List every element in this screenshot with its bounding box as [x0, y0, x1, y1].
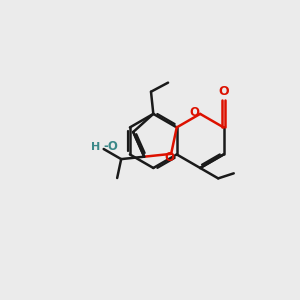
Text: -O: -O [103, 140, 118, 153]
Text: O: O [218, 85, 229, 98]
Text: H: H [91, 142, 100, 152]
Text: O: O [165, 151, 175, 164]
Text: O: O [190, 106, 200, 119]
